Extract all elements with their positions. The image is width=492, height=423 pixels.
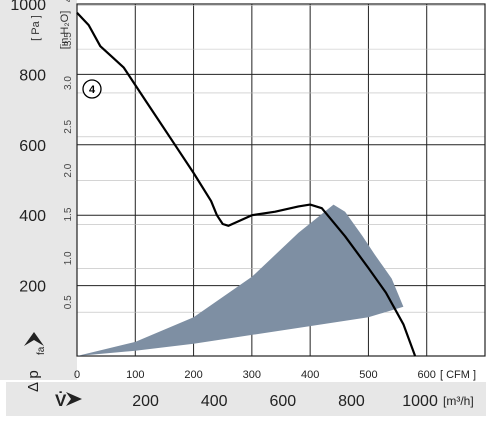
x-tick-label-cfm: 300 — [243, 369, 261, 381]
x-tick-label-cfm: 400 — [301, 369, 319, 381]
y-tick-label-pa: 600 — [19, 138, 46, 155]
y-tick-label-inh2o: 3.5 — [63, 32, 74, 46]
series-line-4 — [76, 12, 417, 357]
x-unit-cfm: [ CFM ] — [440, 369, 476, 381]
y-tick-label-inh2o: 3.0 — [63, 76, 74, 90]
x-tick-label-cfm: 200 — [184, 369, 202, 381]
x-tick-label-m3h: 800 — [338, 393, 365, 410]
y-unit-inh2o: [in H₂O] — [59, 11, 71, 50]
y-symbol-subscript: fa — [36, 346, 47, 355]
y-tick-label-inh2o: 1.0 — [63, 251, 74, 265]
operating-region — [77, 204, 404, 356]
y-tick-label-inh2o: 4.0 — [63, 0, 74, 2]
y-tick-label-inh2o: 0.5 — [63, 295, 74, 309]
y-unit-pa: [ Pa ] — [30, 15, 42, 41]
y-tick-label-pa: 200 — [19, 279, 46, 296]
x-symbol: V̇ — [55, 391, 82, 410]
x-tick-label-cfm: 100 — [126, 369, 144, 381]
y-ticks-pa: 200 400 600 800 1000 — [10, 0, 46, 296]
x-tick-label-m3h: 1000 — [402, 393, 438, 410]
y-tick-label-inh2o: 2.0 — [63, 163, 74, 177]
y-tick-label-inh2o: 2.5 — [63, 119, 74, 133]
x-tick-label-m3h: 200 — [132, 393, 159, 410]
y-tick-label-pa: 400 — [19, 208, 46, 225]
curve-label-text: 4 — [89, 84, 96, 96]
x-unit-m3h: [m³/h] — [443, 394, 474, 408]
y-ticks-inh2o: 0.5 1.0 1.5 2.0 2.5 3.0 3.5 4.0 — [63, 0, 74, 309]
x-ticks-cfm: 0 100 200 300 400 500 600 — [74, 369, 436, 381]
x-tick-label-cfm: 0 — [74, 369, 80, 381]
x-arrow-icon — [66, 392, 82, 406]
y-symbol: Δ p fa — [24, 332, 47, 392]
x-tick-label-cfm: 500 — [359, 369, 377, 381]
y-arrow-icon — [24, 332, 44, 346]
y-symbol-main: Δ p — [25, 370, 42, 392]
x-ticks-m3h: 200 400 600 800 1000 — [132, 393, 438, 410]
y-tick-label-pa: 1000 — [10, 0, 46, 14]
left-axis-panel — [0, 0, 77, 380]
x-tick-label-cfm: 600 — [418, 369, 436, 381]
x-symbol-main: V̇ — [55, 391, 67, 410]
bottom-axis-panel — [6, 382, 486, 416]
y-tick-label-inh2o: 1.5 — [63, 207, 74, 221]
plot-border — [76, 3, 486, 357]
x-tick-label-m3h: 600 — [269, 393, 296, 410]
x-tick-label-m3h: 400 — [201, 393, 228, 410]
curve-label-4: 4 — [82, 79, 102, 99]
y-tick-label-pa: 800 — [19, 67, 46, 84]
